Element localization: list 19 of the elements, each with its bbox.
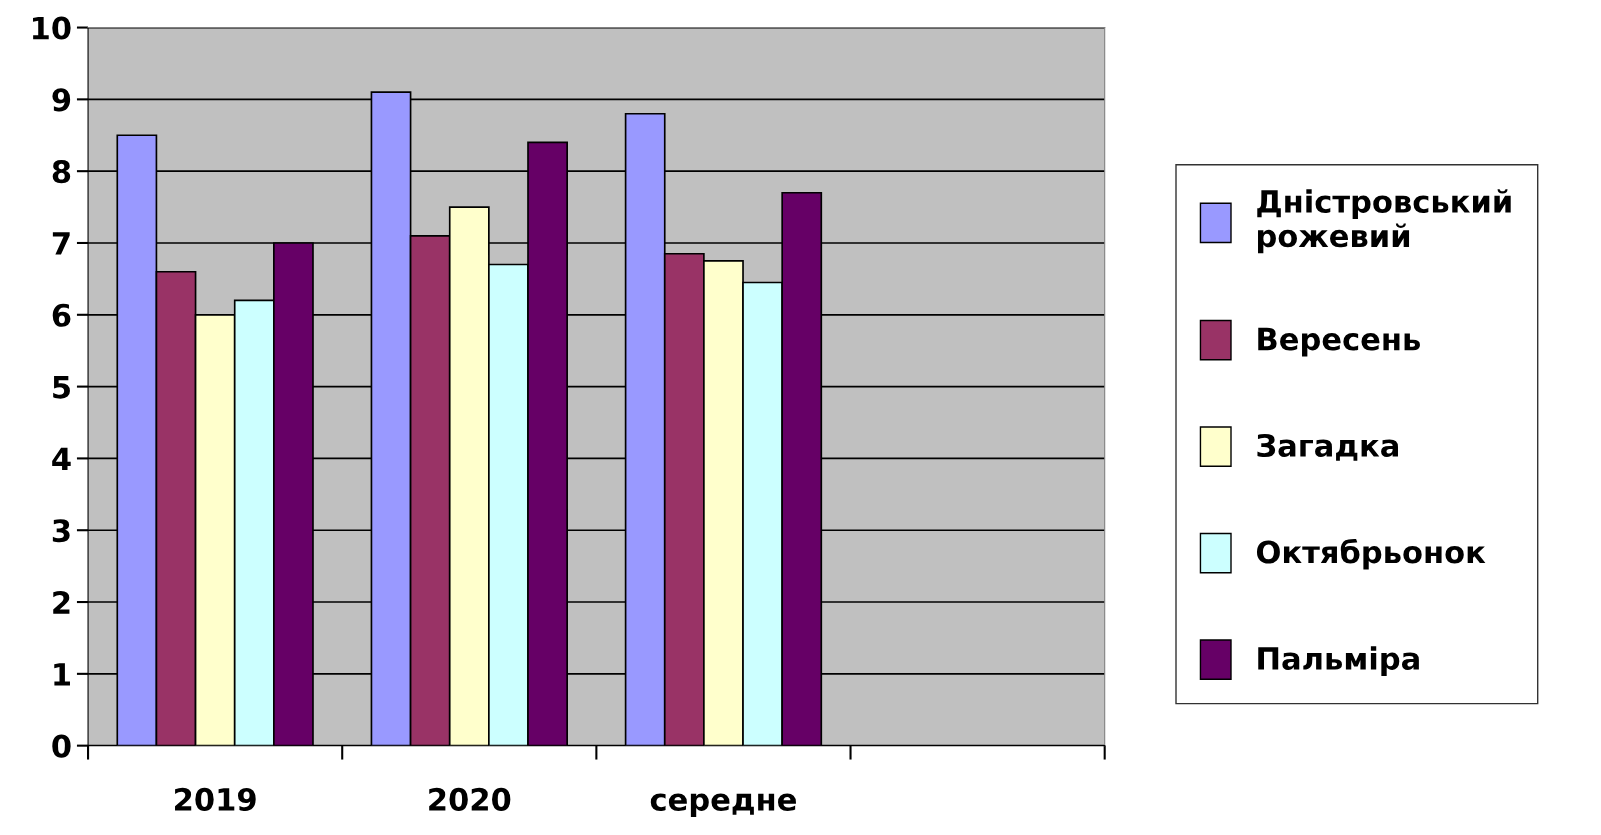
legend-label: Вересень [1258, 327, 1420, 357]
legend-label: Октябрьонок [1256, 538, 1486, 570]
y-tick-label: 6 [52, 303, 71, 327]
y-tick-label: 0 [52, 734, 71, 758]
y-tick-label: 2 [53, 590, 70, 614]
legend-label: Загадка [1257, 433, 1398, 461]
legend-label: Дністровський рожевий [1257, 189, 1511, 254]
y-tick-label: 10 [33, 16, 71, 40]
y-tick-label: 1 [54, 663, 70, 686]
y-tick-label: 5 [53, 375, 70, 399]
legend-label: Пальміра [1258, 646, 1419, 676]
x-tick-label: 2020 [429, 787, 511, 811]
y-tick-label: 3 [52, 519, 70, 543]
y-tick-label: 9 [52, 88, 71, 112]
y-tick-label: 7 [52, 232, 70, 255]
x-tick-label: середне [650, 793, 796, 817]
y-tick-label: 8 [52, 160, 71, 184]
x-tick-label: 2019 [175, 787, 256, 811]
y-tick-label: 4 [52, 447, 71, 471]
